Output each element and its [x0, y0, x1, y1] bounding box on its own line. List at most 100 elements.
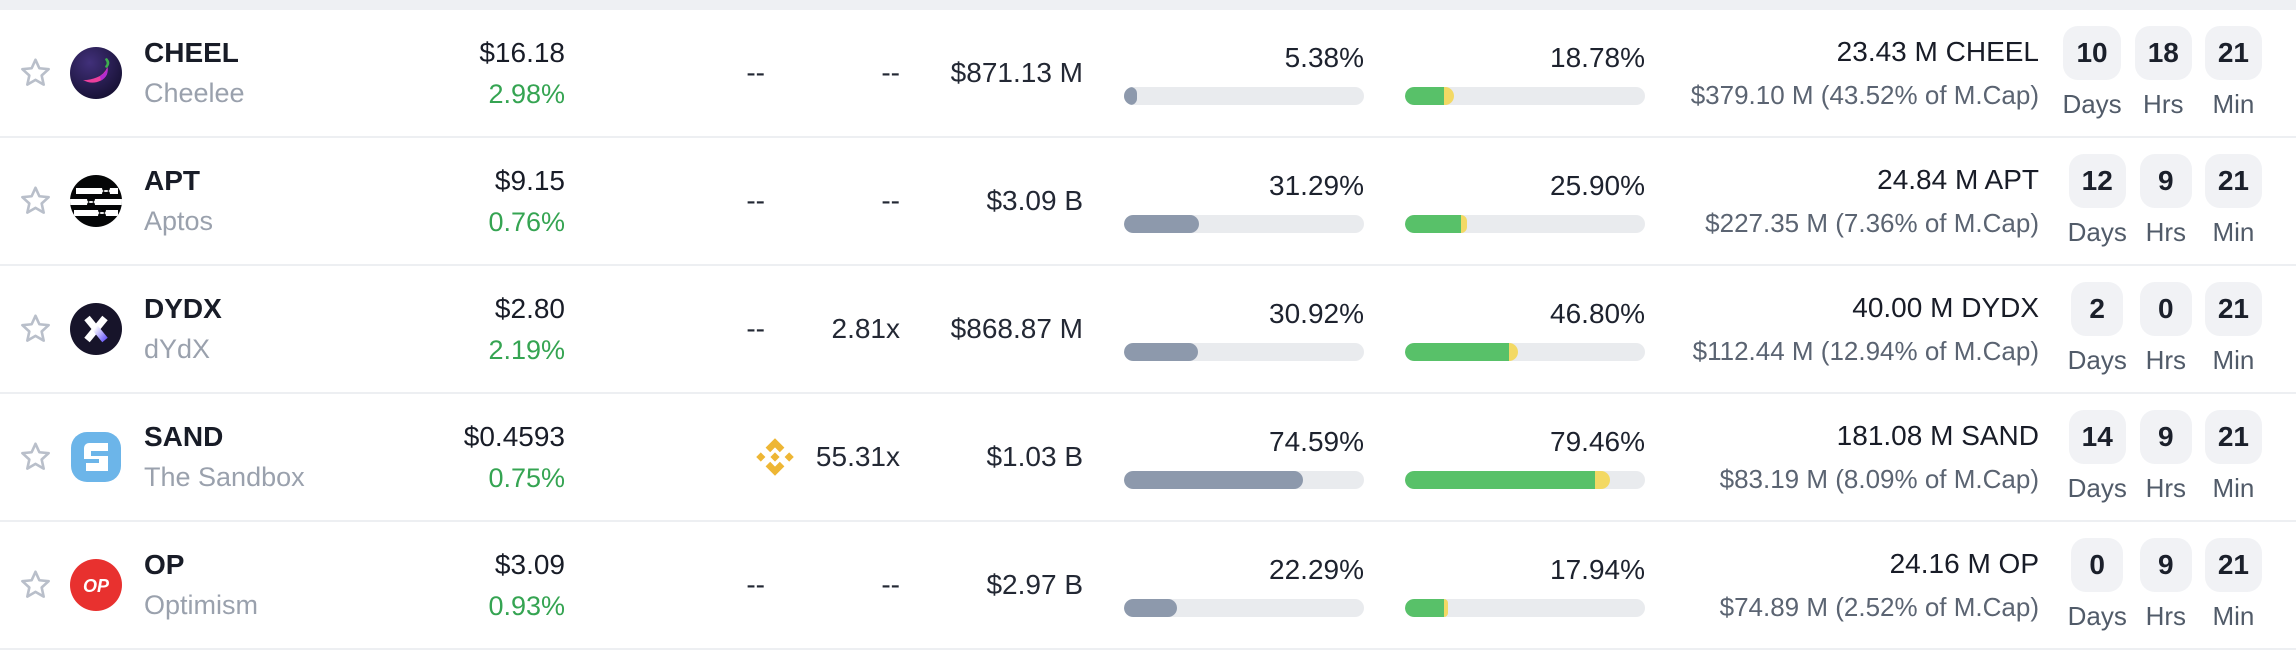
unlocked-percent-label: 74.59% — [1269, 425, 1364, 457]
unlocked-progress-fill — [1124, 470, 1304, 489]
countdown-minutes-value: 21 — [2204, 282, 2262, 336]
next-unlock-progress-fill — [1461, 214, 1468, 233]
star-icon — [20, 441, 50, 470]
token-icon — [70, 175, 122, 227]
countdown-days-label: Days — [2067, 217, 2127, 247]
countdown-days-label: Days — [2062, 89, 2122, 119]
token-cell[interactable]: SAND The Sandbox — [70, 421, 320, 493]
price-change-percent: 2.98% — [488, 78, 565, 109]
market-cap: $2.97 B — [986, 569, 1083, 600]
market-cap: $871.13 M — [950, 57, 1083, 88]
token-price: $2.80 — [494, 292, 565, 324]
token-cell[interactable]: OP OP Optimism — [70, 549, 320, 621]
countdown-minutes-value: 21 — [2204, 154, 2262, 208]
unlocked-progress-fill — [1124, 214, 1200, 233]
countdown-days-label: Days — [2067, 345, 2127, 375]
market-cap: $1.03 B — [986, 441, 1083, 472]
unlock-countdown: 2 Days 0 Hrs 21 Min — [2065, 282, 2296, 376]
countdown-hours-value: 9 — [2139, 410, 2192, 464]
circulating-percent-label: 79.46% — [1550, 425, 1645, 457]
token-cell[interactable]: DYDX dYdX — [70, 293, 320, 365]
circulating-progress-bar — [1405, 342, 1645, 361]
table-row[interactable]: SAND The Sandbox $0.4593 0.75% 55.31x $1… — [0, 394, 2296, 522]
roi-multiplier: -- — [881, 569, 900, 600]
circulating-progress-bar — [1405, 86, 1645, 105]
next-unlock-progress-fill — [1443, 86, 1454, 105]
circulating-progress-bar — [1405, 470, 1645, 489]
countdown-minutes-label: Min — [2212, 473, 2255, 503]
price-change-percent: 0.93% — [488, 590, 565, 621]
token-cell[interactable]: CHEEL Cheelee — [70, 37, 320, 109]
favorite-star-button[interactable] — [17, 311, 54, 348]
countdown-hours-label: Hrs — [2145, 601, 2187, 631]
unlocked-progress-bar — [1124, 470, 1364, 489]
next-unlock-progress-fill — [1444, 598, 1449, 617]
token-icon — [70, 303, 122, 355]
token-cell[interactable]: APT Aptos — [70, 165, 320, 237]
unlocked-percent-label: 30.92% — [1269, 297, 1364, 329]
price-change-percent: 0.76% — [488, 206, 565, 237]
unlocked-progress-bar — [1124, 86, 1364, 105]
countdown-minutes-value: 21 — [2204, 410, 2262, 464]
optimism-icon: OP — [70, 559, 122, 611]
next-unlock-progress-fill — [1594, 470, 1611, 489]
next-unlock-amount: 23.43 M CHEEL — [1836, 35, 2039, 67]
token-symbol: OP — [144, 549, 185, 580]
star-icon — [20, 313, 50, 342]
empty-value: -- — [746, 57, 765, 88]
countdown-minutes-label: Min — [2212, 89, 2255, 119]
next-unlock-value-detail: $83.19 M (8.09% of M.Cap) — [1719, 463, 2039, 494]
circulating-percent-label: 18.78% — [1550, 41, 1645, 73]
table-row[interactable]: APT Aptos $9.15 0.76% -- -- $3.09 B 31.2… — [0, 138, 2296, 266]
header-divider-strip — [0, 0, 2296, 10]
countdown-hours-value: 9 — [2139, 538, 2192, 592]
circulating-progress-fill — [1405, 598, 1445, 617]
table-row[interactable]: DYDX dYdX $2.80 2.19% -- 2.81x $868.87 M… — [0, 266, 2296, 394]
token-name: Aptos — [144, 206, 214, 236]
next-unlock-value-detail: $227.35 M (7.36% of M.Cap) — [1705, 207, 2039, 238]
countdown-days-value: 2 — [2071, 282, 2124, 336]
favorite-star-button[interactable] — [17, 567, 54, 604]
token-symbol: APT — [144, 165, 200, 196]
countdown-days-value: 10 — [2063, 26, 2121, 80]
token-icon — [70, 431, 122, 483]
token-name: Cheelee — [144, 78, 245, 108]
favorite-star-button[interactable] — [17, 439, 54, 476]
price-change-percent: 2.19% — [488, 334, 565, 365]
circulating-progress-fill — [1405, 214, 1462, 233]
favorite-star-button[interactable] — [17, 55, 54, 92]
next-unlock-amount: 24.16 M OP — [1889, 547, 2039, 579]
unlocked-progress-fill — [1124, 86, 1137, 105]
market-cap: $3.09 B — [986, 185, 1083, 216]
empty-value: -- — [746, 185, 765, 216]
countdown-minutes-value: 21 — [2204, 26, 2262, 80]
price-change-percent: 0.75% — [488, 462, 565, 493]
unlock-countdown: 14 Days 9 Hrs 21 Min — [2065, 410, 2296, 504]
unlock-countdown: 0 Days 9 Hrs 21 Min — [2065, 538, 2296, 632]
table-row[interactable]: OP OP Optimism $3.09 0.93% -- -- $2.97 B… — [0, 522, 2296, 650]
unlocked-percent-label: 31.29% — [1269, 169, 1364, 201]
roi-multiplier: -- — [881, 185, 900, 216]
binance-icon — [756, 438, 794, 476]
circulating-progress-fill — [1405, 342, 1510, 361]
table-row[interactable]: CHEEL Cheelee $16.18 2.98% -- -- $871.13… — [0, 10, 2296, 138]
next-unlock-value-detail: $112.44 M (12.94% of M.Cap) — [1692, 335, 2039, 366]
token-name: dYdX — [144, 334, 211, 364]
countdown-minutes-label: Min — [2212, 217, 2255, 247]
token-name: Optimism — [144, 590, 258, 620]
next-unlock-value-detail: $74.89 M (2.52% of M.Cap) — [1719, 591, 2039, 622]
unlocked-progress-bar — [1124, 598, 1364, 617]
countdown-days-label: Days — [2067, 473, 2127, 503]
countdown-days-value: 0 — [2071, 538, 2124, 592]
token-icon — [70, 47, 122, 99]
circulating-progress-bar — [1405, 214, 1645, 233]
aptos-icon — [70, 175, 122, 227]
token-icon: OP — [70, 559, 122, 611]
roi-multiplier: 2.81x — [831, 313, 901, 344]
countdown-days-value: 14 — [2068, 410, 2126, 464]
circulating-progress-bar — [1405, 598, 1645, 617]
star-icon — [20, 569, 50, 598]
sandbox-icon — [71, 432, 121, 482]
favorite-star-button[interactable] — [17, 183, 54, 220]
